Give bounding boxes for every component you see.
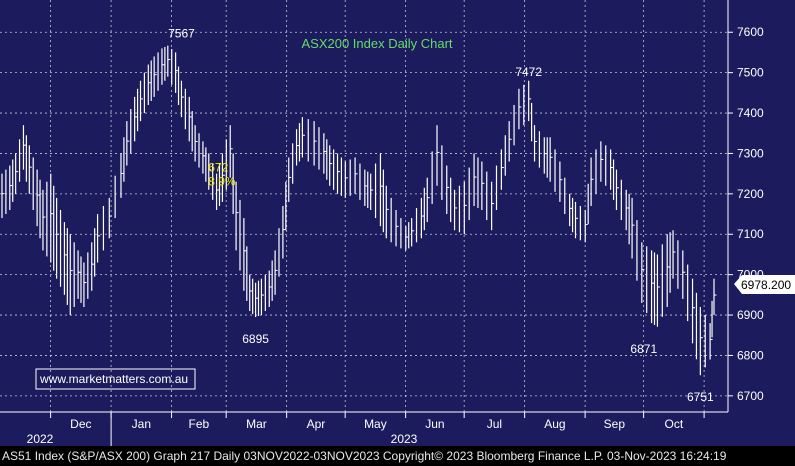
x-month-label: Oct (665, 417, 684, 431)
x-month-label: May (364, 417, 387, 431)
y-tick-label: 7500 (737, 66, 764, 80)
chart-footer: AS51 Index (S&P/ASX 200) Graph 217 Daily… (0, 446, 795, 466)
x-month-label: Jul (487, 417, 502, 431)
annotation-label: 6751 (687, 390, 714, 404)
x-axis: Dec Jan Feb Mar Apr May Jun Jul Aug Sep Oct 2022 202… (0, 411, 728, 446)
y-tick-label: 7600 (737, 25, 764, 39)
y-tick-label: 7100 (737, 227, 764, 241)
x-month-label: Feb (189, 417, 210, 431)
x-month-label: Apr (307, 417, 326, 431)
y-tick-label: 7400 (737, 106, 764, 120)
y-tick-label: 6700 (737, 389, 764, 403)
price-bars (1, 45, 717, 376)
x-month-label: Dec (70, 417, 91, 431)
asx200-daily-chart: 7600750074007300720071007000690068006700… (0, 0, 795, 446)
x-month-label: Aug (544, 417, 565, 431)
y-tick-label: 6800 (737, 348, 764, 362)
annotation-label: 7567 (168, 27, 195, 41)
chart-background (0, 0, 795, 446)
chart-title: ASX200 Index Daily Chart (301, 36, 452, 51)
annotation-label: 6895 (242, 332, 269, 346)
last-price-tag (734, 275, 795, 294)
x-year-label: 2023 (391, 432, 418, 446)
y-tick-label: 7300 (737, 146, 764, 160)
x-month-label: Sep (604, 417, 626, 431)
last-price-label: 6978.200 (741, 278, 791, 292)
annotation-label: 6871 (630, 342, 657, 356)
annotation-label: 8.9% (208, 175, 236, 189)
x-month-label: Jan (132, 417, 151, 431)
watermark-box (35, 368, 196, 390)
watermark-text: www.marketmatters.com.au (39, 372, 188, 386)
annotation-label: 7472 (515, 65, 542, 79)
x-month-label: Mar (246, 417, 267, 431)
x-month-label: Jun (425, 417, 444, 431)
x-year-label: 2022 (27, 432, 54, 446)
annotation-label: 672 (208, 161, 228, 175)
y-tick-label: 6900 (737, 308, 764, 322)
y-tick-label: 7200 (737, 187, 764, 201)
